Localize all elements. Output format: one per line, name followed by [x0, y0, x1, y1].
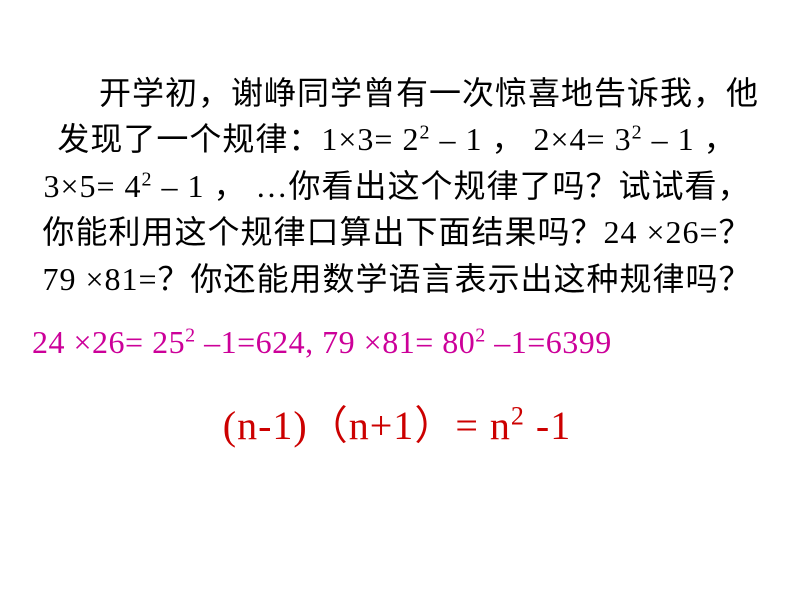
slide: 开学初，谢峥同学曾有一次惊喜地告诉我，他发现了一个规律：1×3= 22 – 1 … [0, 0, 794, 596]
ans2-segment-4: -1 [525, 403, 571, 448]
answer-line-1: 24 ×26= 252 –1=624, 79 ×81= 802 –1=6399 [32, 324, 774, 361]
para-segment-2: – 1 ， 2×4= 3 [430, 121, 631, 157]
ans2-exponent-1: 2 [511, 402, 525, 431]
ans2-segment-3: = n [455, 403, 511, 448]
ans1-segment-1: 24 ×26= 25 [32, 324, 185, 360]
ans1-segment-3: –1=6399 [486, 324, 612, 360]
para-exponent-2: 2 [632, 122, 643, 144]
main-paragraph: 开学初，谢峥同学曾有一次惊喜地告诉我，他发现了一个规律：1×3= 22 – 1 … [20, 70, 774, 302]
ans2-segment-1: (n-1) [223, 403, 308, 448]
ans1-exponent-2: 2 [475, 324, 486, 346]
ans2-segment-2: n+1 [349, 403, 415, 448]
para-exponent-3: 2 [142, 168, 153, 190]
ans1-segment-2: –1=624, 79 ×81= 80 [196, 324, 476, 360]
ans1-exponent-1: 2 [185, 324, 196, 346]
para-exponent-1: 2 [419, 122, 430, 144]
ans2-cn-paren-close: ） [414, 403, 455, 448]
ans2-cn-paren-open: （ [308, 403, 349, 448]
answer-line-2: (n-1)（n+1）= n2 -1 [20, 393, 774, 451]
